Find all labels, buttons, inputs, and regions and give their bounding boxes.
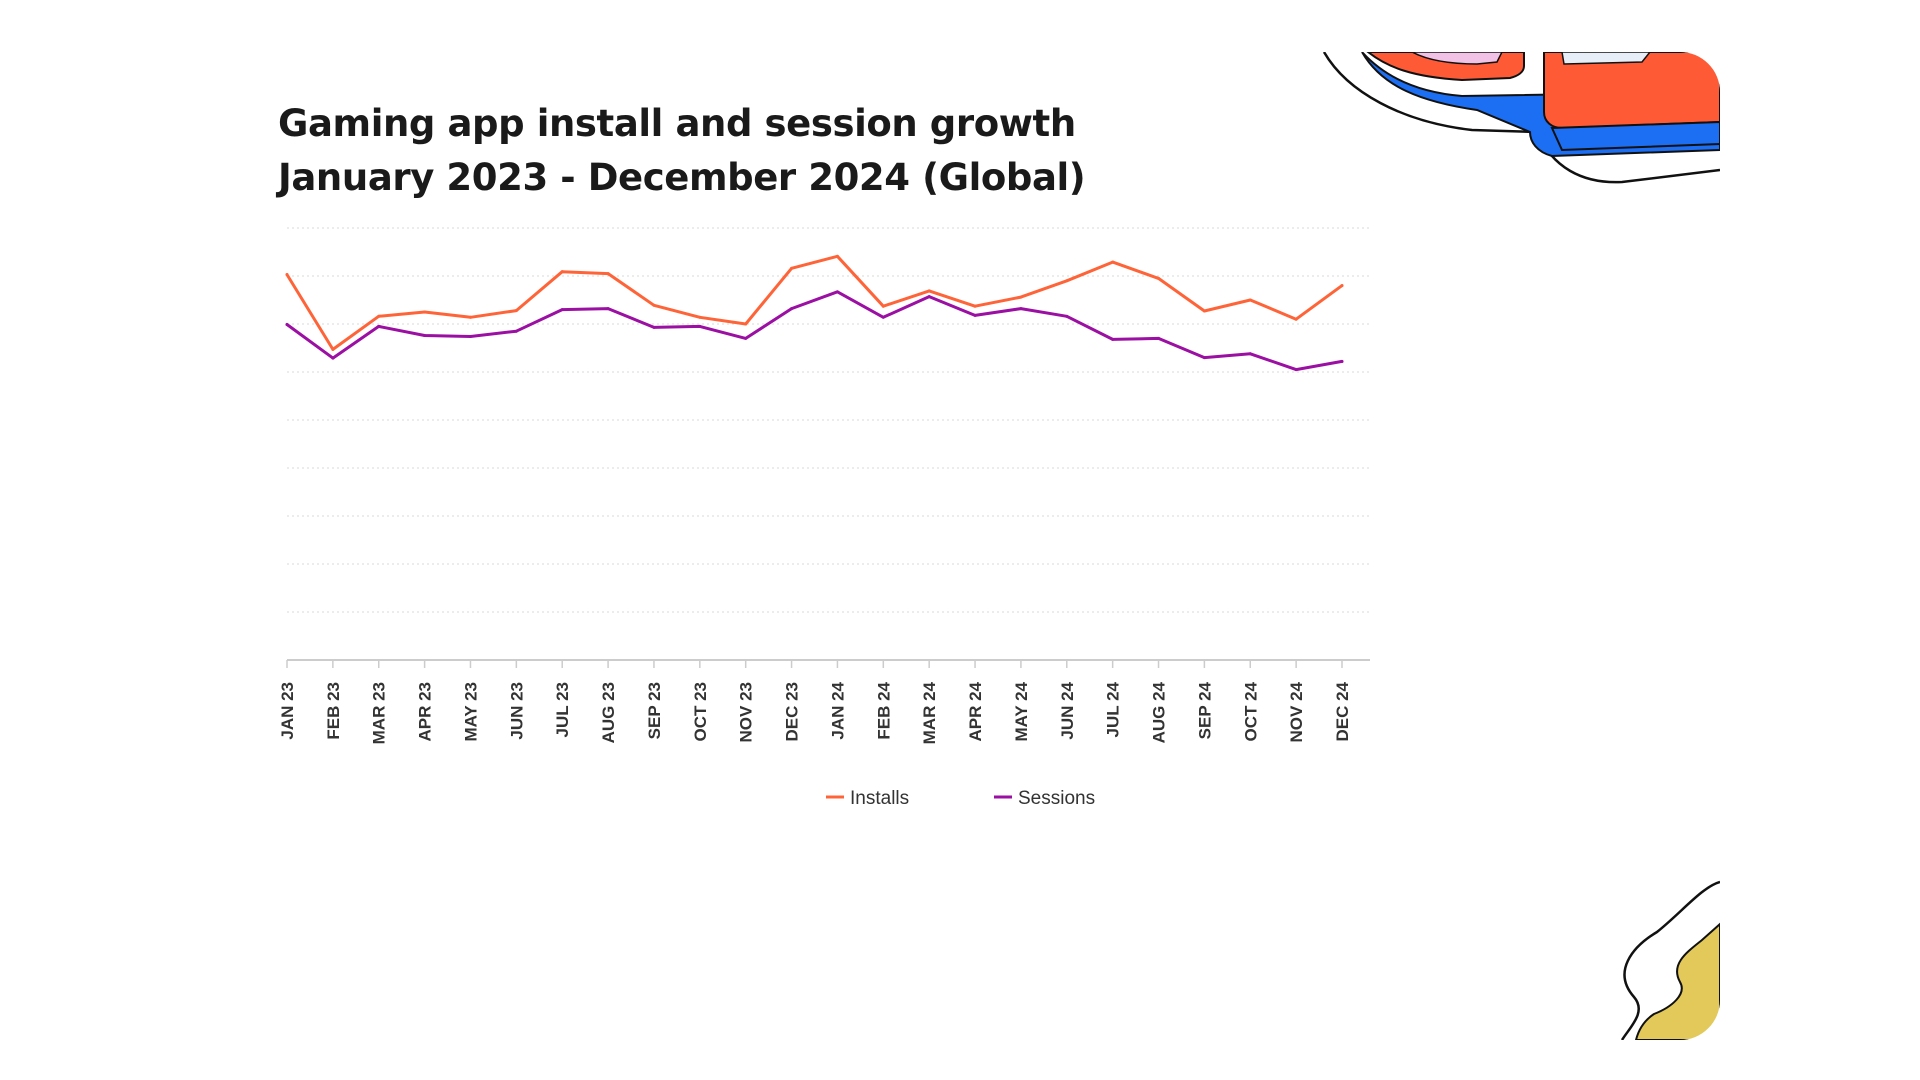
chart-card: Gaming app install and session growth Ja… bbox=[262, 52, 1720, 1040]
x-tick-label: SEP 24 bbox=[1195, 681, 1214, 739]
x-tick-label: APR 24 bbox=[966, 681, 985, 741]
x-tick-label: APR 23 bbox=[416, 682, 435, 742]
data-point-installs bbox=[423, 310, 427, 314]
x-axis-ticks bbox=[286, 660, 1343, 668]
chart-title: Gaming app install and session growth Ja… bbox=[278, 97, 1086, 205]
series-line-installs bbox=[285, 254, 1344, 351]
data-point-installs bbox=[744, 322, 748, 326]
data-point-sessions bbox=[1065, 314, 1069, 318]
game-sticker-decoration bbox=[1322, 52, 1720, 184]
data-point-installs bbox=[514, 309, 518, 313]
x-tick-label: MAR 23 bbox=[370, 682, 389, 744]
star-shape-icon bbox=[1634, 922, 1720, 1040]
chart-title-line-2: January 2023 - December 2024 (Global) bbox=[278, 156, 1086, 199]
data-point-sessions bbox=[1202, 356, 1206, 360]
x-tick-label: JUL 23 bbox=[553, 682, 572, 737]
x-tick-label: JUN 24 bbox=[1058, 681, 1077, 739]
x-tick-label: OCT 24 bbox=[1241, 681, 1260, 741]
data-point-sessions bbox=[881, 315, 885, 319]
star-outline bbox=[1620, 880, 1720, 1040]
x-tick-label: JUN 23 bbox=[507, 682, 526, 740]
data-point-installs bbox=[1202, 309, 1206, 313]
data-point-installs bbox=[652, 303, 656, 307]
data-point-sessions bbox=[973, 313, 977, 317]
data-point-installs bbox=[331, 347, 335, 351]
data-point-installs bbox=[560, 270, 564, 274]
chart-title-line-1: Gaming app install and session growth bbox=[278, 102, 1076, 145]
data-point-installs bbox=[1065, 279, 1069, 283]
x-tick-label: JAN 23 bbox=[278, 682, 297, 740]
data-point-sessions bbox=[744, 336, 748, 340]
data-point-sessions bbox=[835, 290, 839, 294]
data-point-sessions bbox=[1340, 359, 1344, 363]
data-point-installs bbox=[377, 314, 381, 318]
x-axis-tick-labels: JAN 23 FEB 23 MAR 23 APR 23 MAY 23 JUN 23 JUL … bbox=[278, 681, 1352, 744]
x-tick-label: MAR 24 bbox=[920, 681, 939, 744]
series-installs bbox=[285, 254, 1344, 351]
sticker-outline bbox=[1322, 52, 1720, 184]
x-tick-label: JAN 24 bbox=[828, 681, 847, 739]
data-point-installs bbox=[606, 272, 610, 276]
data-point-installs bbox=[927, 289, 931, 293]
data-point-sessions bbox=[377, 324, 381, 328]
data-point-installs bbox=[790, 266, 794, 270]
gridlines bbox=[287, 227, 1370, 613]
data-point-installs bbox=[285, 273, 289, 277]
data-point-installs bbox=[835, 254, 839, 258]
series-lines bbox=[285, 254, 1344, 372]
sticker-blue-block bbox=[1550, 120, 1720, 152]
data-point-sessions bbox=[606, 307, 610, 311]
data-point-installs bbox=[881, 304, 885, 308]
data-point-sessions bbox=[468, 334, 472, 338]
data-point-sessions bbox=[1294, 368, 1298, 372]
data-point-sessions bbox=[560, 308, 564, 312]
x-tick-label: AUG 24 bbox=[1150, 681, 1169, 743]
data-point-sessions bbox=[514, 329, 518, 333]
x-tick-label: MAY 24 bbox=[1012, 681, 1031, 741]
x-tick-label: AUG 23 bbox=[599, 682, 618, 743]
data-point-sessions bbox=[285, 322, 289, 326]
series-line-sessions bbox=[285, 290, 1344, 372]
x-tick-label: FEB 23 bbox=[324, 682, 343, 740]
x-tick-label: MAY 23 bbox=[461, 682, 480, 742]
data-point-installs bbox=[1019, 295, 1023, 299]
x-tick-label: DEC 23 bbox=[783, 682, 802, 742]
data-point-sessions bbox=[927, 295, 931, 299]
x-tick-label: NOV 24 bbox=[1287, 681, 1306, 742]
data-point-sessions bbox=[331, 356, 335, 360]
legend: Installs Sessions bbox=[826, 788, 1095, 809]
x-tick-label: FEB 24 bbox=[874, 681, 893, 739]
x-tick-label: NOV 23 bbox=[737, 682, 756, 742]
chart-svg: JAN 23 FEB 23 MAR 23 APR 23 MAY 23 JUN 23 JUL … bbox=[278, 52, 1720, 1040]
data-point-sessions bbox=[1111, 337, 1115, 341]
data-point-installs bbox=[468, 315, 472, 319]
star-sticker-decoration bbox=[1620, 880, 1720, 1040]
data-point-sessions bbox=[790, 307, 794, 311]
x-tick-label: DEC 24 bbox=[1333, 681, 1352, 741]
x-tick-label: OCT 23 bbox=[691, 682, 710, 742]
x-tick-label: JUL 24 bbox=[1104, 681, 1123, 737]
data-point-installs bbox=[1340, 284, 1344, 288]
data-point-sessions bbox=[652, 325, 656, 329]
data-point-installs bbox=[1248, 298, 1252, 302]
data-point-installs bbox=[973, 304, 977, 308]
sticker-pink-accent bbox=[1411, 52, 1503, 65]
data-point-sessions bbox=[698, 324, 702, 328]
data-point-sessions bbox=[423, 334, 427, 338]
x-tick-label: SEP 23 bbox=[645, 682, 664, 739]
sticker-light-panel bbox=[1561, 52, 1651, 65]
data-point-sessions bbox=[1157, 336, 1161, 340]
legend-sessions-label: Sessions bbox=[1018, 788, 1095, 809]
data-point-installs bbox=[1157, 276, 1161, 280]
data-point-installs bbox=[1294, 317, 1298, 321]
data-point-installs bbox=[698, 315, 702, 319]
legend-installs-label: Installs bbox=[850, 788, 909, 809]
series-sessions bbox=[285, 290, 1344, 372]
data-point-installs bbox=[1111, 260, 1115, 264]
data-point-sessions bbox=[1019, 307, 1023, 311]
data-point-sessions bbox=[1248, 352, 1252, 356]
